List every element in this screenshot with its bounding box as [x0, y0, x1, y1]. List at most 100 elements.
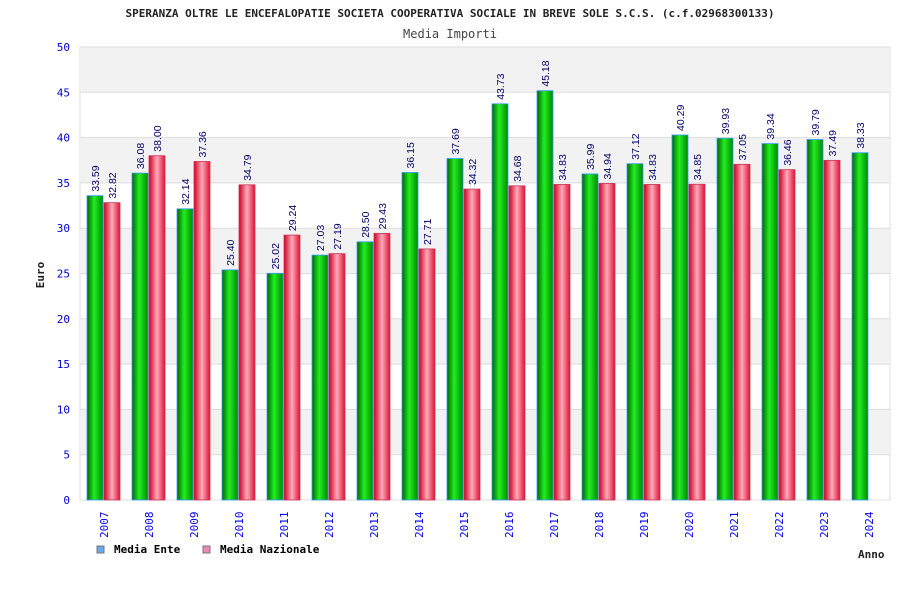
bar-media-ente [266, 272, 284, 501]
data-label: 38.33 [855, 122, 867, 148]
x-tick-label: 2008 [143, 512, 156, 539]
data-label: 34.68 [512, 155, 524, 181]
grid-band [80, 47, 890, 93]
data-label: 28.50 [360, 211, 372, 237]
data-label: 36.46 [782, 139, 794, 165]
bar-media-ente [401, 172, 419, 501]
data-label: 39.79 [810, 109, 822, 135]
bar-media-nazionale [283, 234, 301, 501]
x-tick-label: 2018 [593, 512, 606, 539]
x-axis-label: Anno [858, 548, 885, 561]
grid-band [80, 318, 890, 365]
legend-label-nazionale: Media Nazionale [220, 543, 320, 556]
bar-media-ente [851, 152, 869, 501]
legend-label-ente: Media Ente [114, 543, 181, 556]
bar-media-ente [626, 163, 644, 501]
data-label: 39.93 [720, 108, 732, 134]
bar-media-nazionale [193, 161, 211, 501]
bar-media-nazionale [778, 169, 796, 501]
bar-media-nazionale [733, 163, 751, 501]
bar-media-nazionale [508, 185, 526, 501]
bar-media-nazionale [553, 184, 571, 501]
bar-media-nazionale [643, 184, 661, 501]
y-tick-label: 30 [57, 222, 70, 235]
data-label: 37.12 [630, 133, 642, 159]
bar-media-nazionale [373, 232, 391, 501]
bar-media-ente [221, 269, 239, 501]
bar-media-ente [671, 134, 689, 501]
x-tick-label: 2012 [323, 512, 336, 539]
y-tick-label: 20 [57, 313, 70, 326]
y-tick-label: 40 [57, 132, 70, 145]
bar-media-nazionale [688, 183, 706, 501]
data-label: 34.83 [557, 154, 569, 180]
data-label: 37.05 [737, 134, 749, 160]
bar-media-ente [761, 143, 779, 501]
bar-media-ente [491, 103, 509, 501]
x-tick-label: 2014 [413, 511, 426, 538]
bar-media-ente [86, 195, 104, 501]
y-tick-label: 45 [57, 86, 70, 99]
data-label: 43.73 [495, 73, 507, 99]
x-tick-label: 2023 [818, 512, 831, 539]
data-label: 32.82 [107, 172, 119, 198]
grid-band [80, 137, 890, 183]
data-label: 35.99 [585, 143, 597, 169]
bar-media-ente [581, 173, 599, 501]
y-tick-label: 35 [57, 177, 70, 190]
grid-band [80, 409, 890, 455]
y-tick-label: 5 [63, 449, 70, 462]
bar-media-ente [806, 139, 824, 501]
bar-media-nazionale [823, 159, 841, 501]
grid-band [80, 228, 890, 274]
y-tick-label: 0 [63, 494, 70, 507]
bar-media-nazionale [418, 248, 436, 501]
bar-media-nazionale [148, 155, 166, 501]
y-tick-label: 25 [57, 268, 70, 281]
bar-media-ente [446, 158, 464, 501]
data-label: 34.79 [242, 154, 254, 180]
data-label: 39.34 [765, 113, 777, 139]
chart-subtitle: Media Importi [403, 27, 497, 41]
bar-media-nazionale [463, 188, 481, 501]
data-label: 38.00 [152, 125, 164, 151]
data-label: 33.59 [90, 165, 102, 191]
data-label: 27.71 [422, 219, 434, 245]
data-label: 37.36 [197, 131, 209, 157]
bar-media-ente [716, 137, 734, 501]
data-label: 37.49 [827, 130, 839, 156]
x-tick-label: 2024 [863, 511, 876, 538]
x-tick-label: 2010 [233, 512, 246, 539]
bar-media-ente [536, 90, 554, 501]
data-label: 36.08 [135, 143, 147, 169]
data-label: 25.40 [225, 239, 237, 265]
bar-media-ente [176, 208, 194, 501]
x-tick-label: 2019 [638, 512, 651, 539]
x-tick-label: 2007 [98, 512, 111, 539]
x-tick-label: 2021 [728, 512, 741, 539]
legend-swatch-ente [96, 545, 105, 554]
bar-media-ente [356, 241, 374, 501]
data-label: 34.83 [647, 154, 659, 180]
legend: Media Ente Media Nazionale [96, 543, 320, 556]
legend-swatch-nazionale [202, 545, 211, 554]
data-label: 40.29 [675, 105, 687, 131]
data-label: 45.18 [540, 60, 552, 86]
x-tick-label: 2022 [773, 512, 786, 539]
data-label: 29.43 [377, 203, 389, 229]
x-tick-label: 2011 [278, 512, 291, 539]
y-tick-label: 15 [57, 358, 70, 371]
bar-media-nazionale [598, 183, 616, 501]
x-tick-label: 2009 [188, 512, 201, 539]
data-label: 34.85 [692, 154, 704, 180]
data-label: 32.14 [180, 178, 192, 204]
bar-media-nazionale [328, 253, 346, 501]
y-tick-label: 50 [57, 41, 70, 54]
y-axis-label: Euro [34, 261, 47, 288]
bar-media-ente [311, 254, 329, 501]
chart-title: SPERANZA OLTRE LE ENCEFALOPATIE SOCIETA … [125, 7, 774, 20]
x-tick-label: 2016 [503, 512, 516, 539]
x-tick-label: 2017 [548, 512, 561, 539]
